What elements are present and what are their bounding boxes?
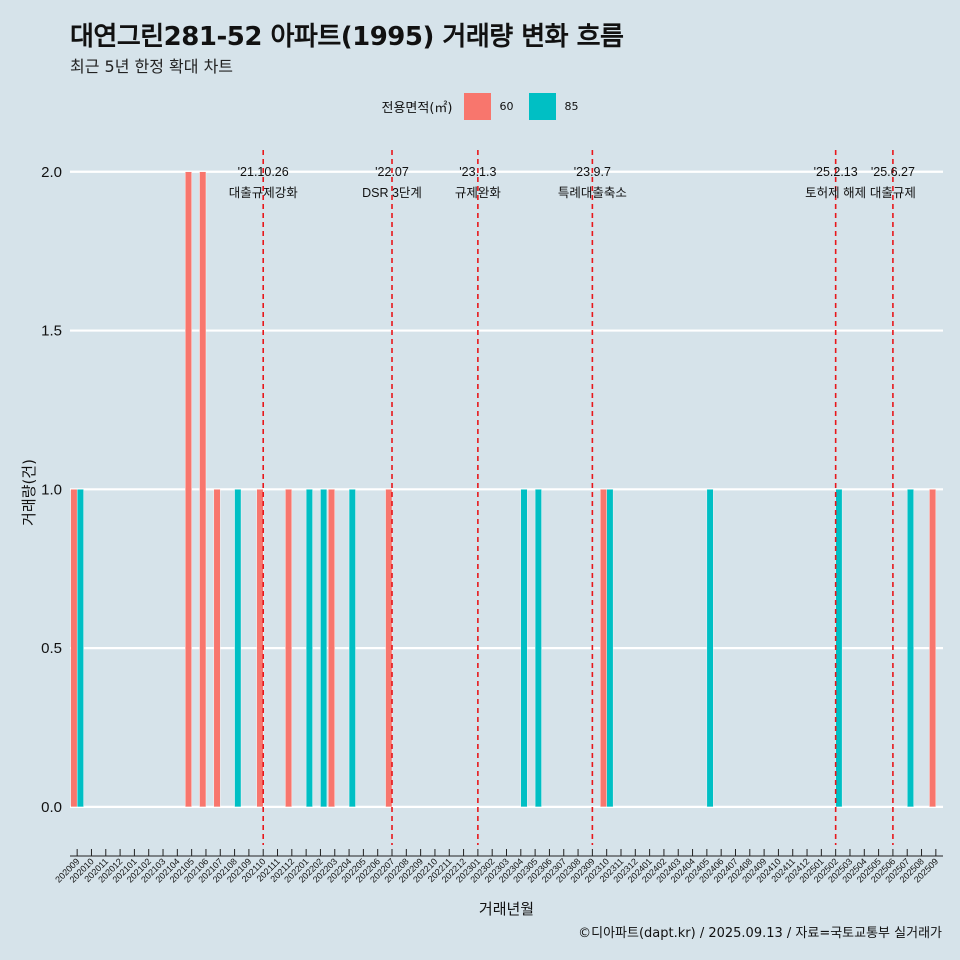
bar-85-202310 <box>606 489 614 808</box>
bar-85-202305 <box>534 489 542 808</box>
event-date-label: '22.07 <box>375 165 409 179</box>
event-name-label: 대출규제강화 <box>229 186 299 200</box>
bar-85-202108 <box>234 489 242 808</box>
bar-60-202203 <box>328 489 335 808</box>
bar-85-202204 <box>348 489 356 808</box>
legend-label-85: 85 <box>564 100 579 113</box>
legend: 전용면적(㎡) 60 85 <box>0 93 960 120</box>
source-caption: ©디아파트(dapt.kr) / 2025.09.13 / 자료=국토교통부 실… <box>578 926 942 941</box>
y-tick-label: 0.0 <box>41 799 62 816</box>
bar-60-202009 <box>70 489 78 808</box>
bar-60-202207 <box>385 489 393 808</box>
bar-60-202310 <box>600 489 607 808</box>
bar-60-202509 <box>929 489 937 808</box>
bar-85-202507 <box>907 489 914 808</box>
y-axis-title: 거래량(건) <box>20 459 38 526</box>
bar-60-202106 <box>199 171 207 808</box>
event-name-label: 대출규제 <box>870 186 916 200</box>
event-date-label: '25.2.13 <box>814 165 858 179</box>
y-tick-label: 1.0 <box>41 481 62 498</box>
bar-85-202202 <box>320 489 328 808</box>
y-tick-label: 2.0 <box>41 164 62 181</box>
event-date-label: '21.10.26 <box>238 165 289 179</box>
event-name-label: DSR 3단계 <box>362 186 422 200</box>
bar-85-202304 <box>520 489 528 808</box>
event-date-label: '23.1.3 <box>459 165 496 179</box>
y-tick-label: 0.5 <box>41 640 62 657</box>
legend-label-60: 60 <box>499 100 514 113</box>
bar-60-202112 <box>285 489 293 808</box>
bar-85-202009 <box>76 489 84 808</box>
bar-85-202201 <box>305 489 313 808</box>
legend-swatch-60 <box>464 93 492 120</box>
event-name-label: 토허제 해제 <box>805 186 866 200</box>
bar-60-202110 <box>256 489 264 808</box>
legend-swatch-85 <box>529 93 557 120</box>
event-name-label: 특례대출축소 <box>558 186 627 200</box>
event-name-label: 규제완화 <box>455 186 502 200</box>
bar-85-202502 <box>835 489 843 808</box>
bar-85-202405 <box>706 489 714 808</box>
chart-title: 대연그린281-52 아파트(1995) 거래량 변화 흐름 <box>70 22 624 52</box>
bar-60-202107 <box>213 489 221 808</box>
event-date-label: '23.9.7 <box>574 165 611 179</box>
bar-60-202105 <box>185 171 192 808</box>
x-axis-title: 거래년월 <box>479 900 534 918</box>
legend-title: 전용면적(㎡) <box>381 101 453 116</box>
chart-subtitle: 최근 5년 한정 확대 차트 <box>70 57 234 76</box>
y-tick-label: 1.5 <box>41 323 62 340</box>
event-date-label: '25.6.27 <box>871 165 915 179</box>
